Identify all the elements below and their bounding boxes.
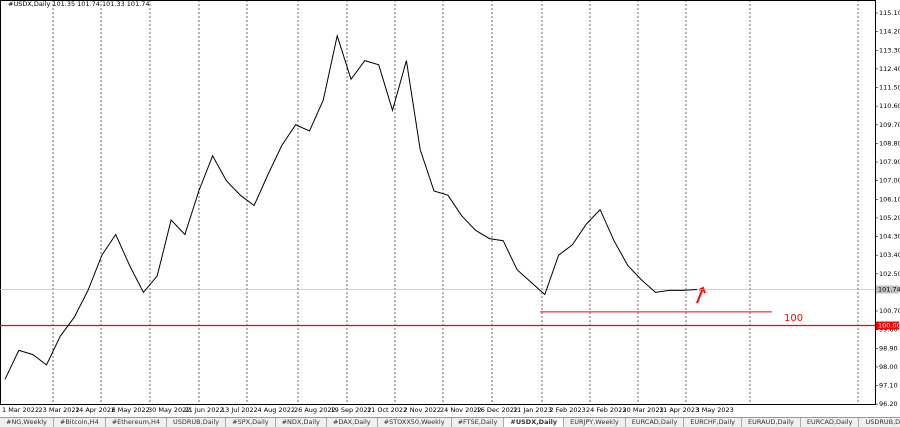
y-tick-label: 104.30 [879, 233, 900, 241]
x-tick-label: 14 Apr 2022 [75, 406, 115, 414]
x-tick-label: 20 Mar 2023 [623, 406, 664, 414]
y-tick-label: 102.50 [879, 270, 900, 278]
support-label: 100 [784, 313, 803, 324]
y-tick-label: 111.50 [879, 84, 900, 92]
tab[interactable]: #Bitcoin,H4 [54, 418, 106, 427]
chart: #USDX,Daily 101.35 101.74 101.33 101.74 … [0, 0, 900, 414]
y-tick-label: 106.10 [879, 195, 900, 203]
tab[interactable]: EURAUD,Daily [742, 418, 801, 427]
price-line [4, 33, 698, 380]
x-tick-label: 23 Mar 2022 [39, 406, 80, 414]
x-tick-label: 19 Sep 2022 [331, 406, 372, 414]
bid-label-box [876, 285, 899, 294]
y-tick-label: 112.40 [879, 65, 900, 73]
tab[interactable]: #FTSE,Daily [452, 418, 505, 427]
tab[interactable]: EURCHF,Daily [684, 418, 743, 427]
tab[interactable]: #Ethereum,H4 [106, 418, 167, 427]
tab[interactable]: USDRUB,Daily [859, 418, 900, 427]
arrow [696, 286, 706, 304]
plot-frame [0, 0, 876, 405]
y-tick-label: 97.10 [879, 382, 898, 390]
x-tick-label: 6 May 2022 [112, 406, 150, 414]
tab[interactable]: EURJPY,Weekly [564, 418, 626, 427]
level-label: 100.00 [878, 322, 900, 330]
x-tick-label: 11 Jan 2023 [513, 406, 552, 414]
tab[interactable]: #USDX,Daily [504, 418, 565, 427]
y-tick-label: 107.00 [879, 177, 900, 185]
y-tick-label: 115.10 [879, 9, 900, 17]
y-tick-label: 105.20 [879, 214, 900, 222]
tab[interactable]: #NDX,Daily [276, 418, 327, 427]
tab[interactable]: #STOXX50,Weekly [378, 418, 452, 427]
tab[interactable]: #SPX,Daily [226, 418, 276, 427]
y-tick-label: 109.70 [879, 121, 900, 129]
x-tick-label: 4 Aug 2022 [258, 406, 296, 414]
y-tick-label: 99.80 [879, 326, 898, 334]
x-tick-label: 24 Nov 2022 [440, 406, 482, 414]
tab[interactable]: USDRUB,Daily [167, 418, 227, 427]
tab[interactable]: EURCAD,Daily [626, 418, 685, 427]
y-tick-label: 113.30 [879, 46, 900, 54]
y-tick-label: 108.80 [879, 139, 900, 147]
x-tick-label: 26 Aug 2022 [294, 406, 336, 414]
x-tick-label: 1 Mar 2022 [2, 406, 39, 414]
x-tick-label: 2 Feb 2023 [550, 406, 586, 414]
y-tick-label: 100.70 [879, 307, 900, 315]
y-tick-label: 98.90 [879, 344, 898, 352]
y-tick-label: 98.00 [879, 363, 898, 371]
bid-label: 101.74 [878, 286, 900, 294]
x-tick-label: 3 May 2023 [696, 406, 734, 414]
x-tick-label: 21 Jun 2022 [185, 406, 224, 414]
y-tick-label: 103.40 [879, 251, 900, 259]
x-tick-label: 16 Dec 2022 [477, 406, 519, 414]
y-tick-label: 107.90 [879, 158, 900, 166]
tab[interactable]: #DAX,Daily [327, 418, 378, 427]
x-tick-label: 13 Jul 2022 [221, 406, 258, 414]
tab-bar: #NG,Weekly #Bitcoin,H4 #Ethereum,H4 USDRUB,… [0, 417, 900, 427]
chart-header: #USDX,Daily 101.35 101.74 101.33 101.74 [8, 0, 150, 8]
tab[interactable]: #NG,Weekly [0, 418, 54, 427]
y-tick-label: 114.20 [879, 28, 900, 36]
x-tick-label: 11 Apr 2023 [659, 406, 699, 414]
y-tick-label: 110.60 [879, 102, 900, 110]
x-tick-label: 2 Nov 2022 [404, 406, 442, 414]
x-tick-label: 24 Feb 2023 [586, 406, 626, 414]
y-tick-label: 96.20 [879, 400, 898, 408]
period-separators [52, 0, 859, 405]
tab[interactable]: EURCAD,Daily [801, 418, 860, 427]
level-label-box [876, 321, 899, 330]
x-tick-label: 30 May 2022 [148, 406, 190, 414]
x-tick-label: 11 Oct 2022 [367, 406, 407, 414]
